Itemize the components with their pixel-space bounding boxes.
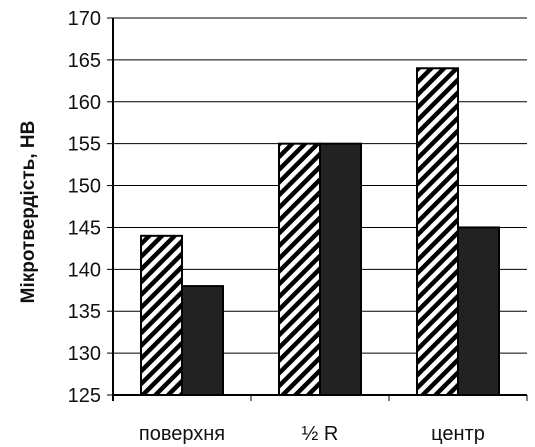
y-tick-label: 160 — [68, 92, 101, 114]
axes — [107, 17, 528, 401]
y-tick-label: 170 — [68, 8, 101, 30]
y-tick-label: 150 — [68, 176, 101, 198]
y-tick-labels: 125 130 135 140 145 150 155 160 165 170 — [68, 8, 101, 407]
y-tick-label: 135 — [68, 301, 101, 323]
bar-hatched-0 — [140, 234, 183, 396]
y-tick-label: 125 — [68, 385, 101, 407]
y-axis-title: Мікротвердість, НВ — [18, 121, 39, 304]
x-category-label: ½ R — [302, 423, 339, 445]
bars — [140, 67, 500, 397]
bar-hatched-1 — [278, 142, 321, 396]
bar-solid-0 — [181, 285, 224, 397]
bar-hatched-2 — [416, 67, 459, 397]
y-tick-label: 145 — [68, 217, 101, 239]
y-tick-label: 140 — [68, 259, 101, 281]
bar-solid-2 — [457, 226, 500, 396]
x-category-label: центр — [431, 423, 485, 445]
bar-solid-1 — [319, 142, 362, 396]
y-tick-label: 155 — [68, 134, 101, 156]
y-tick-label: 165 — [68, 50, 101, 72]
x-category-labels: поверхня ½ R центр — [139, 423, 485, 445]
x-category-label: поверхня — [139, 423, 225, 445]
y-tick-label: 130 — [68, 343, 101, 365]
